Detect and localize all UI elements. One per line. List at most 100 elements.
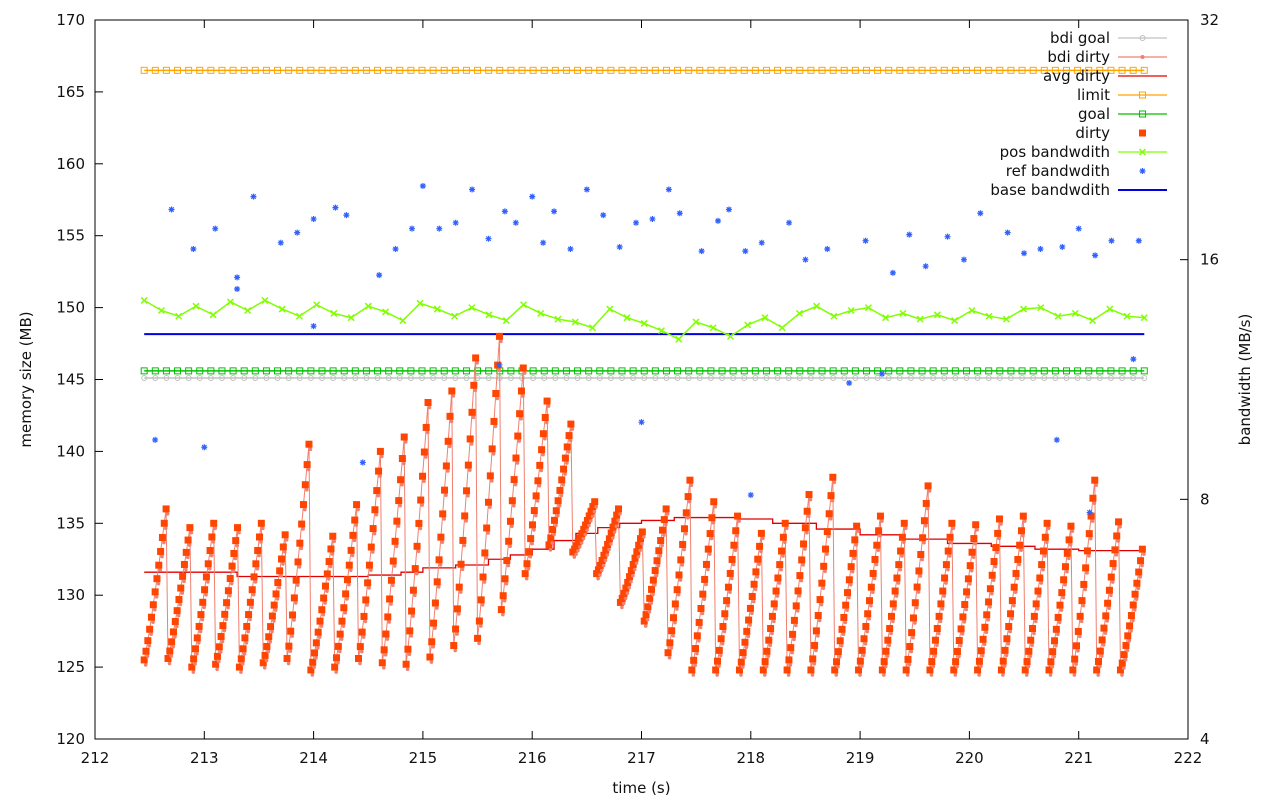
- dirty-point: [616, 598, 624, 606]
- bdi-dirty-point: [651, 592, 655, 597]
- dirty-point: [986, 585, 994, 593]
- bdi-goal-marker: [619, 375, 626, 382]
- bdi-goal-marker: [607, 375, 614, 382]
- ref-bandwidth-point: [496, 361, 503, 368]
- bdi-dirty-point: [656, 563, 661, 568]
- bdi-dirty-point: [244, 641, 249, 645]
- dirty-point: [1029, 625, 1037, 633]
- bdi-dirty-point: [1012, 603, 1016, 608]
- bdi-dirty-point: [325, 589, 329, 593]
- ref-bandwidth-point: [485, 235, 492, 242]
- bdi-dirty-point: [1050, 664, 1055, 669]
- dirty-point: [920, 517, 928, 525]
- dirty-point: [626, 573, 634, 581]
- pos-bandwidth-point: [795, 309, 803, 317]
- limit-marker: [540, 66, 548, 74]
- dirty-point: [193, 634, 201, 642]
- dirty-point: [204, 560, 212, 568]
- dirty-point: [321, 582, 329, 590]
- bdi-dirty-point: [618, 512, 622, 516]
- dirty-point: [1001, 646, 1009, 654]
- dirty-point: [254, 546, 262, 554]
- bdi-dirty-point: [1134, 597, 1139, 601]
- dirty-point: [455, 583, 463, 591]
- bdi-dirty-point: [1046, 526, 1051, 531]
- dirty-point: [849, 549, 857, 557]
- limit-marker: [174, 66, 182, 74]
- pos-bandwidth-point: [330, 309, 338, 317]
- dirty-point: [276, 567, 284, 575]
- goal-marker: [707, 367, 715, 375]
- limit-marker: [774, 66, 782, 74]
- bdi-dirty-point: [770, 631, 774, 636]
- ref-bandwidth-point: [1037, 246, 1044, 253]
- dirty-point: [1107, 573, 1115, 581]
- bdi-dirty-point: [724, 616, 729, 621]
- limit-marker: [951, 66, 959, 74]
- goal-marker: [951, 367, 959, 375]
- limit-marker: [818, 66, 826, 74]
- dirty-point: [263, 642, 271, 650]
- dirty-point: [230, 549, 238, 557]
- limit-marker: [1096, 66, 1104, 74]
- dirty-point: [1071, 655, 1079, 663]
- dirty-point: [862, 622, 870, 630]
- bdi-dirty-point: [847, 595, 851, 600]
- bdi-dirty-point: [512, 503, 516, 508]
- bdi-dirty-point: [277, 585, 282, 590]
- dirty-point: [627, 567, 635, 575]
- pos-bandwidth-point: [175, 312, 183, 320]
- limit-marker: [374, 66, 382, 74]
- dirty-point: [311, 649, 319, 657]
- bdi-dirty-point: [1129, 629, 1133, 633]
- dirty-point: [981, 623, 989, 631]
- goal-marker: [340, 367, 348, 375]
- dirty-point: [146, 625, 154, 633]
- dirty-point: [217, 632, 225, 640]
- bdi-goal-marker: [1063, 375, 1070, 382]
- bdi-dirty-point: [949, 540, 954, 545]
- dirty-point: [646, 594, 654, 602]
- goal-marker: [185, 367, 193, 375]
- bdi-dirty-point: [187, 543, 192, 547]
- dirty-point: [488, 445, 496, 453]
- dirty-point: [1056, 601, 1064, 609]
- bdi-dirty-point: [669, 646, 674, 650]
- bdi-dirty-point: [841, 632, 846, 637]
- dirty-point: [598, 556, 606, 564]
- dirty-point: [675, 571, 683, 579]
- dirty-point: [202, 573, 210, 581]
- goal-marker: [762, 367, 770, 375]
- dirty-point: [342, 590, 350, 598]
- goal-marker: [507, 367, 515, 375]
- ref-bandwidth-point: [343, 212, 350, 219]
- x-tick-label: 221: [1064, 749, 1093, 767]
- bdi-goal-marker: [707, 375, 714, 382]
- y-tick-label: 125: [56, 658, 85, 676]
- dirty-point: [774, 574, 782, 582]
- dirty-point: [261, 651, 269, 659]
- dirty-point: [658, 526, 666, 534]
- goal-marker: [240, 367, 248, 375]
- dirty-point: [1010, 583, 1018, 591]
- bdi-dirty-point: [594, 504, 599, 509]
- dirty-point: [164, 654, 172, 662]
- dirty-point: [428, 638, 436, 646]
- dirty-point: [955, 636, 963, 644]
- bdi-dirty-point: [643, 624, 648, 628]
- bdi-dirty-point: [220, 639, 225, 644]
- dirty-point: [188, 663, 196, 671]
- limit-marker: [240, 66, 248, 74]
- legend-label: bdi goal: [1050, 29, 1110, 47]
- bdi-dirty-point: [691, 673, 696, 677]
- bdi-dirty-point: [647, 609, 652, 614]
- dirty-point: [191, 645, 199, 653]
- bdi-dirty-point: [920, 557, 925, 562]
- ref-bandwidth-point: [567, 246, 574, 253]
- dirty-point: [935, 612, 943, 620]
- bdi-dirty-point: [918, 574, 923, 578]
- bdi-goal-marker: [774, 375, 781, 382]
- bdi-dirty-point: [689, 483, 694, 487]
- bdi-dirty-point: [1079, 619, 1084, 624]
- bdi-goal-marker: [674, 375, 681, 382]
